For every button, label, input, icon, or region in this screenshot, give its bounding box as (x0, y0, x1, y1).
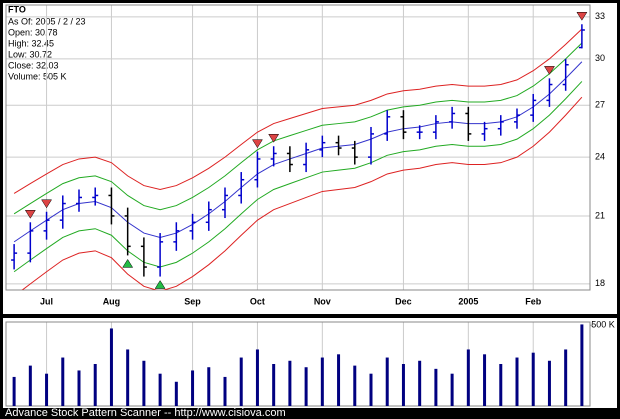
info-line: Open: 30.78 (8, 27, 58, 37)
volume-bar (499, 364, 503, 406)
volume-bar (418, 360, 422, 406)
volume-bar (61, 357, 65, 406)
volume-frame (5, 321, 591, 407)
x-tick-label: Sep (184, 296, 201, 306)
band-line (13, 28, 583, 194)
volume-bar (580, 324, 584, 406)
x-tick-label: Nov (314, 296, 331, 306)
info-line: Volume: 505 K (8, 71, 67, 81)
volume-bar (483, 354, 487, 406)
volume-bar (434, 368, 438, 406)
volume-bar (272, 364, 276, 406)
volume-bar (93, 364, 97, 406)
volume-tick-label: 500 K (591, 320, 615, 330)
volume-bar (255, 349, 259, 406)
volume-bar (531, 352, 535, 406)
volume-bar (450, 373, 454, 406)
volume-bar (288, 360, 292, 406)
volume-bar (547, 360, 551, 406)
info-line: Low: 30.72 (8, 49, 52, 59)
y-tick-label: 24 (595, 151, 605, 161)
price-plot (11, 12, 588, 290)
volume-bar (353, 365, 357, 406)
y-tick-label: 27 (595, 100, 605, 110)
volume-bar (239, 357, 243, 406)
x-tick-label: 2005 (458, 296, 478, 306)
price-panel (3, 3, 617, 314)
info-line: High: 32.45 (8, 38, 54, 48)
band-line (21, 96, 583, 290)
band-line (13, 42, 583, 215)
volume-bar (304, 367, 308, 406)
sell-signal (268, 133, 280, 143)
volume-bar (564, 349, 568, 406)
x-tick-label: Jul (40, 296, 53, 306)
y-tick-label: 18 (595, 278, 605, 288)
volume-bar (223, 376, 227, 406)
sell-signal (251, 139, 263, 149)
volume-bar (158, 373, 162, 406)
volume-bar (142, 360, 146, 406)
y-tick-label: 21 (595, 210, 605, 220)
volume-bar (45, 373, 49, 406)
volume-bar (320, 357, 324, 406)
footer: Advance Stock Pattern Scanner -- http://… (5, 407, 286, 419)
volume-bar (401, 364, 405, 406)
ticker: FTO (8, 4, 26, 14)
volume-bar (466, 349, 470, 406)
buy-signal (154, 280, 166, 289)
volume-bar (77, 370, 81, 406)
volume-bar (337, 354, 341, 406)
x-tick-label: Aug (103, 296, 121, 306)
volume-panel (3, 318, 617, 408)
plot-frame (5, 4, 591, 291)
x-tick-label: Feb (525, 296, 542, 306)
band-line (13, 61, 583, 243)
y-tick-label: 33 (595, 11, 605, 21)
sell-signal (41, 199, 53, 209)
sell-signal (576, 12, 588, 21)
volume-bar (28, 365, 32, 406)
band-line (13, 81, 583, 273)
sell-signal (543, 66, 555, 75)
volume-bar (174, 381, 178, 406)
x-tick-label: Dec (395, 296, 412, 306)
volume-bar (109, 328, 113, 406)
volume-bar (369, 373, 373, 406)
sell-signal (24, 210, 36, 219)
volume-bar (207, 367, 211, 406)
y-tick-label: 30 (595, 53, 605, 63)
volume-bar (385, 357, 389, 406)
volume-bar (126, 349, 130, 406)
volume-bar (515, 357, 519, 406)
volume-bar (191, 370, 195, 406)
x-tick-label: Oct (250, 296, 265, 306)
info-line: Close: 32.03 (8, 60, 59, 70)
buy-signal (122, 258, 134, 268)
volume-bar (12, 376, 16, 406)
